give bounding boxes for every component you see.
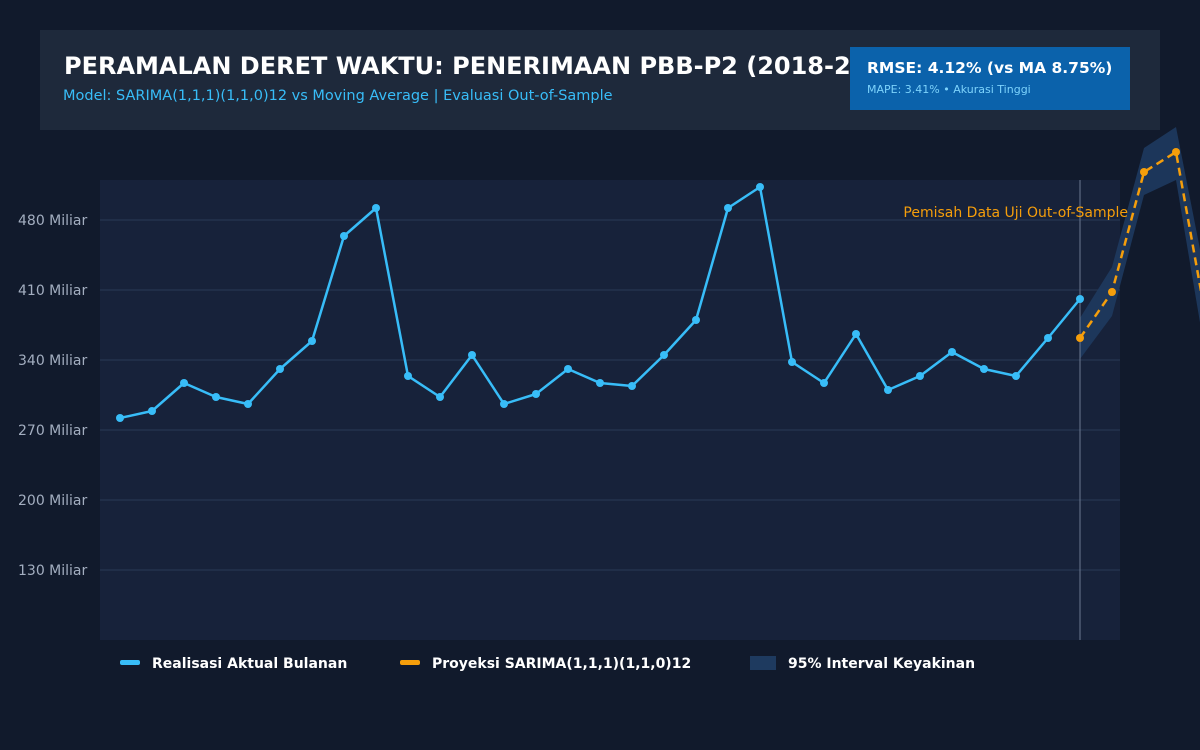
actual-point-23: [852, 330, 860, 338]
y-tick-label: 270 Miliar: [18, 423, 87, 439]
actual-point-15: [596, 379, 604, 387]
actual-point-28: [1012, 372, 1020, 380]
legend-swatch-1: [400, 660, 420, 665]
y-tick-label: 200 Miliar: [18, 493, 87, 509]
actual-point-0: [116, 414, 124, 422]
legend-swatch-0: [120, 660, 140, 665]
forecast-point-0: [1076, 334, 1084, 342]
actual-point-25: [916, 372, 924, 380]
actual-point-3: [212, 393, 220, 401]
actual-point-27: [980, 365, 988, 373]
actual-point-4: [244, 400, 252, 408]
actual-point-22: [820, 379, 828, 387]
forecast-point-3: [1172, 148, 1180, 156]
plot-area: [100, 180, 1120, 640]
rmse-metric: RMSE: 4.12% (vs MA 8.75%): [867, 59, 1113, 77]
forecast-series-line: [1078, 150, 1200, 339]
legend-label-0: Realisasi Aktual Bulanan: [152, 656, 347, 672]
forecast-point-2: [1140, 168, 1148, 176]
legend-label-1: Proyeksi SARIMA(1,1,1)(1,1,0)12: [432, 656, 691, 672]
actual-point-8: [372, 204, 380, 212]
y-tick-label: 410 Miliar: [18, 283, 87, 299]
actual-point-30: [1076, 295, 1084, 303]
actual-point-14: [564, 365, 572, 373]
actual-point-12: [500, 400, 508, 408]
y-tick-label: 480 Miliar: [18, 213, 87, 229]
metric-card: RMSE: 4.12% (vs MA 8.75%) MAPE: 3.41% • …: [850, 47, 1130, 110]
actual-point-21: [788, 358, 796, 366]
actual-point-1: [148, 407, 156, 415]
actual-point-20: [756, 183, 764, 191]
actual-point-24: [884, 386, 892, 394]
actual-point-17: [660, 351, 668, 359]
chart-title: PERAMALAN DERET WAKTU: PENERIMAAN PBB-P2…: [64, 52, 912, 80]
actual-point-10: [436, 393, 444, 401]
y-tick-label: 340 Miliar: [18, 353, 87, 369]
actual-point-13: [532, 390, 540, 398]
actual-point-29: [1044, 334, 1052, 342]
actual-point-6: [308, 337, 316, 345]
actual-point-11: [468, 351, 476, 359]
actual-point-26: [948, 348, 956, 356]
actual-point-2: [180, 379, 188, 387]
chart-subtitle: Model: SARIMA(1,1,1)(1,1,0)12 vs Moving …: [63, 88, 613, 104]
actual-point-5: [276, 365, 284, 373]
forecast-point-1: [1108, 288, 1116, 296]
mape-metric: MAPE: 3.41% • Akurasi Tinggi: [867, 83, 1031, 96]
split-label: Pemisah Data Uji Out-of-Sample: [903, 205, 1128, 221]
actual-point-7: [340, 232, 348, 240]
actual-point-9: [404, 372, 412, 380]
actual-point-18: [692, 316, 700, 324]
actual-point-16: [628, 382, 636, 390]
legend-label-2: 95% Interval Keyakinan: [788, 656, 975, 672]
actual-point-19: [724, 204, 732, 212]
confidence-band: [1080, 127, 1200, 359]
chart-marks: Pemisah Data Uji Out-of-Sample: [116, 127, 1200, 640]
y-tick-label: 130 Miliar: [18, 563, 87, 579]
legend-swatch-2: [750, 656, 776, 670]
